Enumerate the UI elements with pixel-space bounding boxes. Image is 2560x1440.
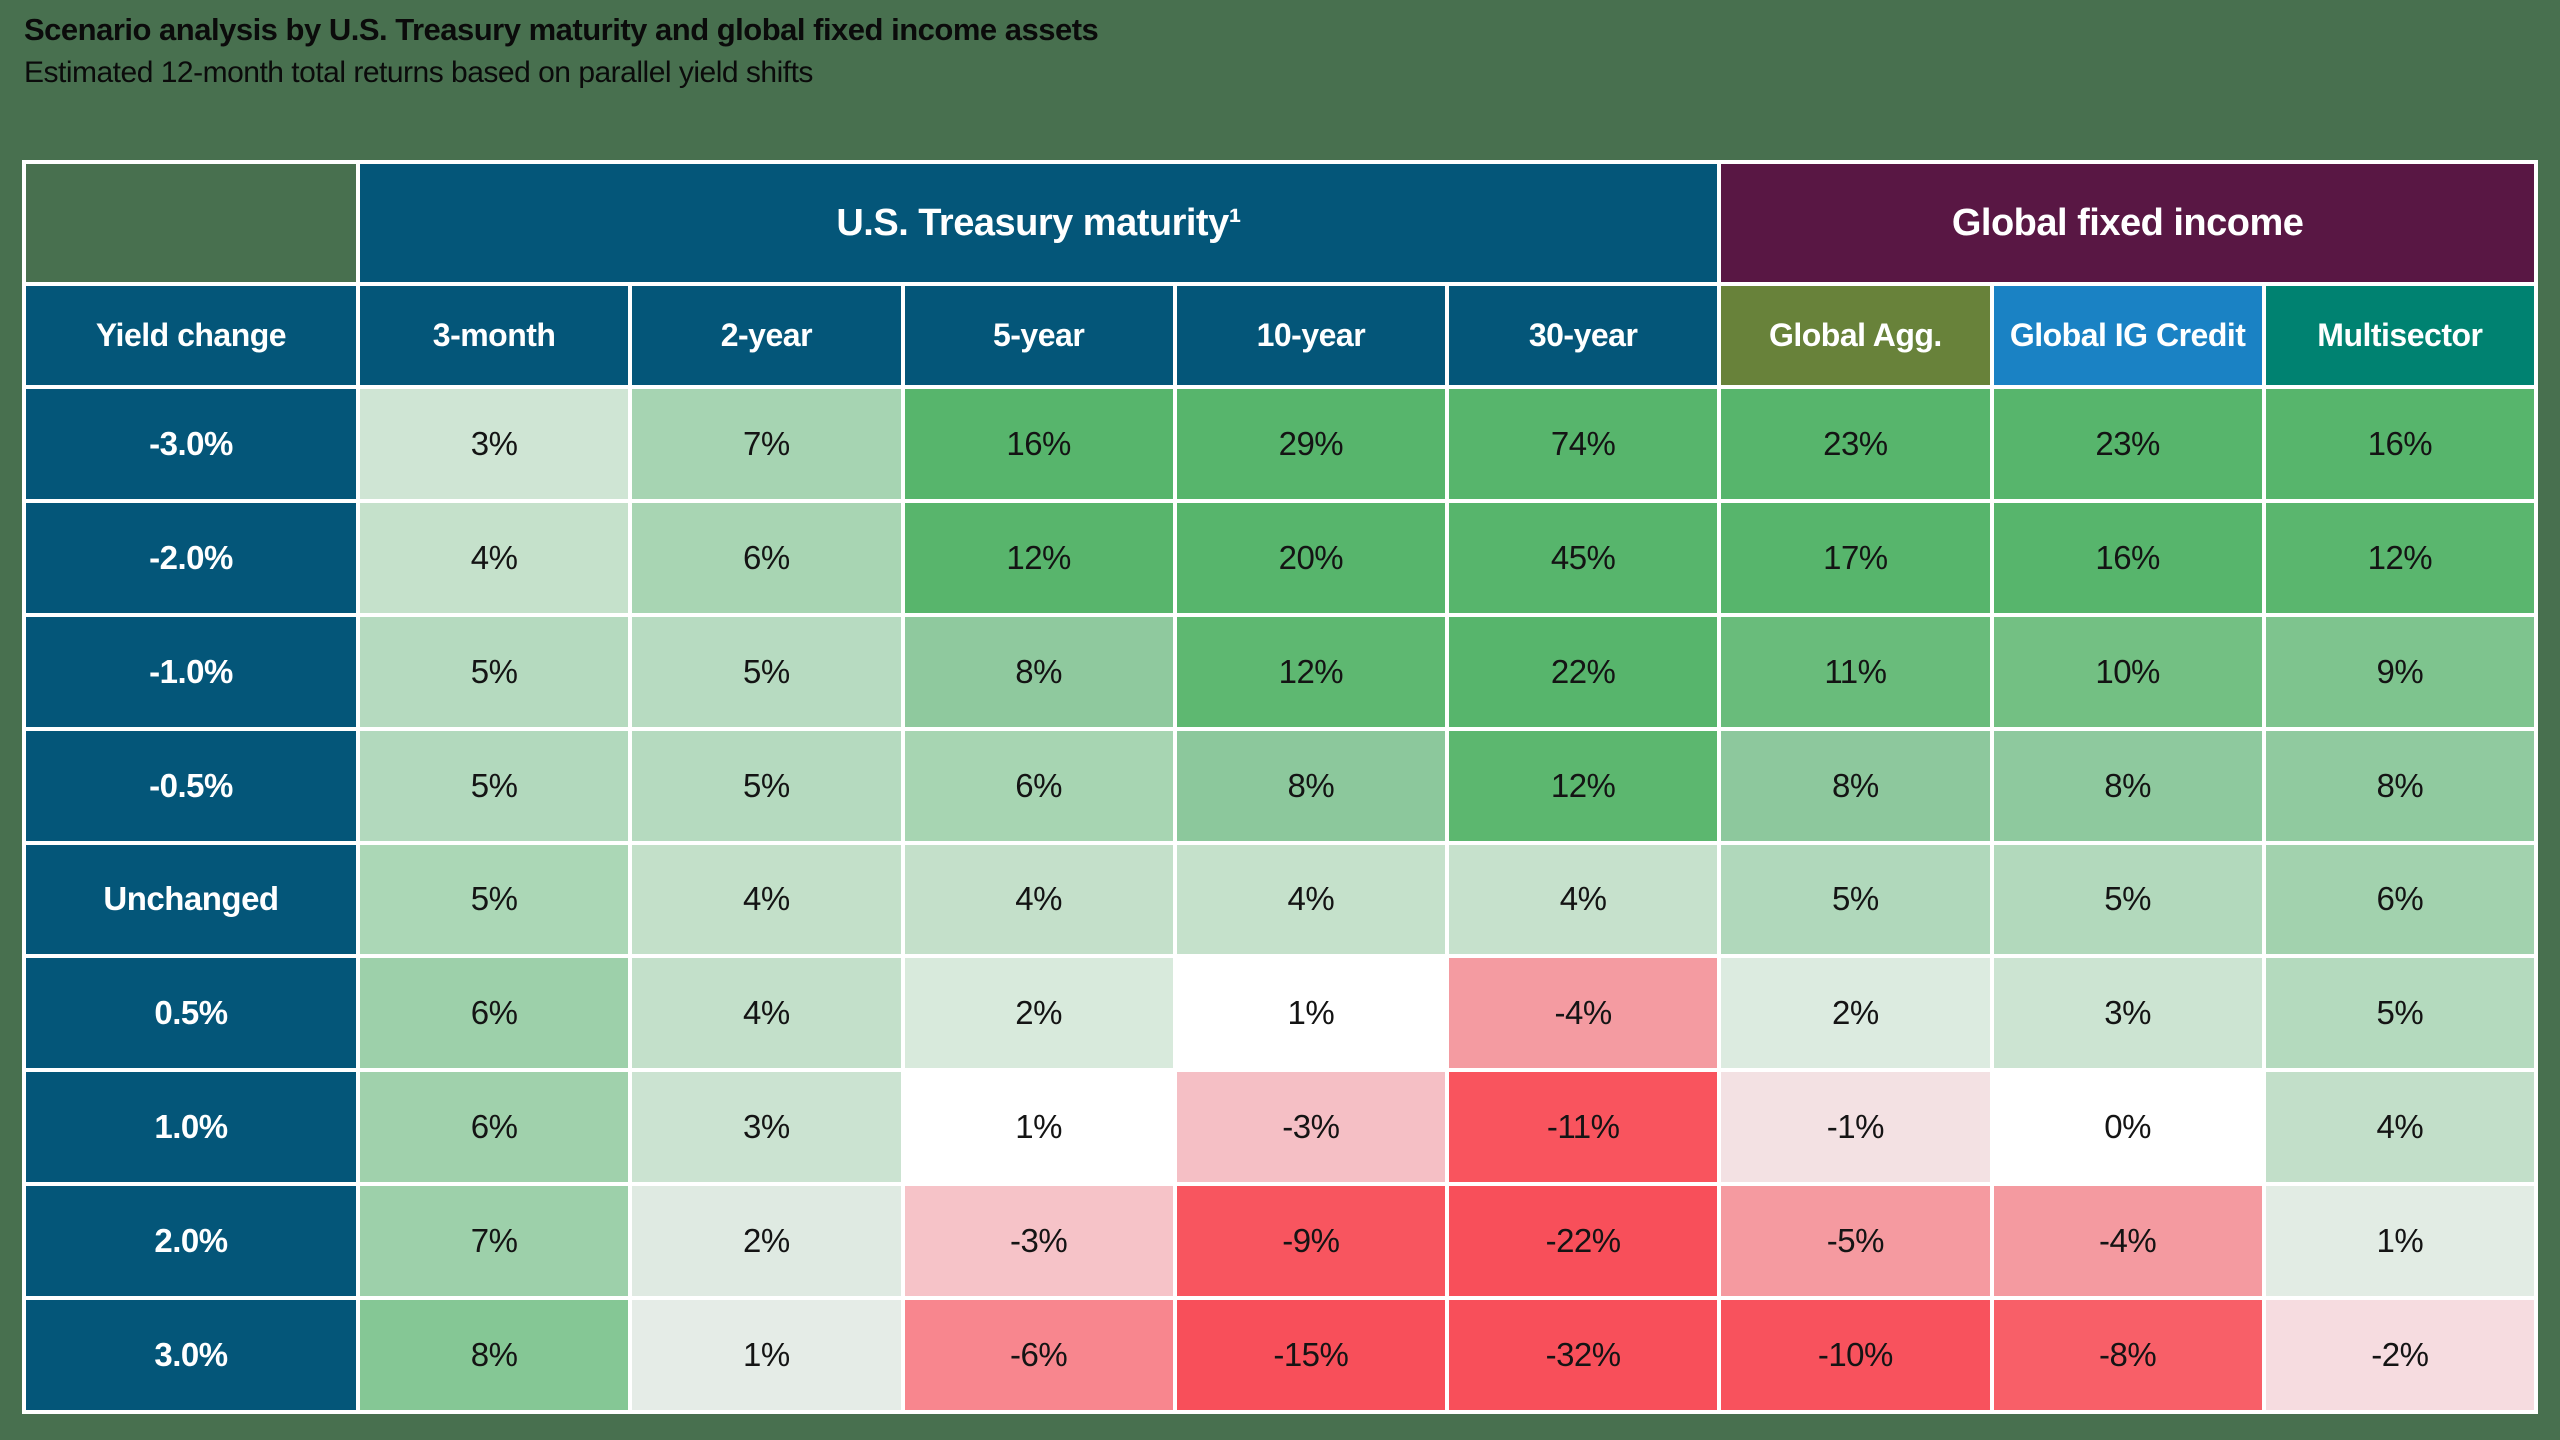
value-cell: 0% (1993, 1072, 2262, 1183)
value-cell: -3% (1176, 1072, 1445, 1183)
row-label: 2.0% (26, 1186, 356, 1297)
value-cell: 4% (632, 844, 901, 955)
value-cell: -4% (1993, 1186, 2262, 1297)
column-group-header: Global fixed income (1721, 164, 2534, 282)
value-cell: 16% (904, 389, 1173, 499)
value-cell: 8% (360, 1300, 629, 1410)
value-cell: 12% (904, 502, 1173, 613)
value-cell: 74% (1449, 389, 1718, 499)
value-cell: -4% (1449, 958, 1718, 1069)
value-cell: 6% (360, 1072, 629, 1183)
value-cell: -8% (1993, 1300, 2262, 1410)
value-cell: -1% (1721, 1072, 1990, 1183)
value-cell: 8% (904, 616, 1173, 727)
value-cell: 1% (1176, 958, 1445, 1069)
value-cell: 11% (1721, 616, 1990, 727)
value-cell: 5% (632, 616, 901, 727)
column-header: 5-year (904, 286, 1173, 385)
column-group-header: U.S. Treasury maturity¹ (360, 164, 1718, 282)
value-cell: 6% (904, 730, 1173, 841)
column-header: 3-month (360, 286, 629, 385)
value-cell: -15% (1176, 1300, 1445, 1410)
value-cell: 5% (1721, 844, 1990, 955)
value-cell: 8% (1176, 730, 1445, 841)
row-label: -1.0% (26, 616, 356, 727)
page-subtitle: Estimated 12-month total returns based o… (24, 56, 813, 89)
value-cell: 1% (904, 1072, 1173, 1183)
column-header: 2-year (632, 286, 901, 385)
value-cell: 12% (2265, 502, 2534, 613)
column-header: Global IG Credit (1993, 286, 2262, 385)
row-label: -3.0% (26, 389, 356, 499)
value-cell: 23% (1721, 389, 1990, 499)
value-cell: 2% (1721, 958, 1990, 1069)
value-cell: -11% (1449, 1072, 1718, 1183)
value-cell: 12% (1449, 730, 1718, 841)
value-cell: 2% (632, 1186, 901, 1297)
row-label: -0.5% (26, 730, 356, 841)
value-cell: 10% (1993, 616, 2262, 727)
value-cell: 22% (1449, 616, 1718, 727)
value-cell: 16% (1993, 502, 2262, 613)
value-cell: 20% (1176, 502, 1445, 613)
value-cell: 5% (360, 730, 629, 841)
value-cell: 12% (1176, 616, 1445, 727)
value-cell: 9% (2265, 616, 2534, 727)
value-cell: -22% (1449, 1186, 1718, 1297)
value-cell: -10% (1721, 1300, 1990, 1410)
value-cell: -9% (1176, 1186, 1445, 1297)
value-cell: 5% (2265, 958, 2534, 1069)
value-cell: 5% (360, 844, 629, 955)
value-cell: 4% (2265, 1072, 2534, 1183)
value-cell: 8% (2265, 730, 2534, 841)
value-cell: 1% (632, 1300, 901, 1410)
value-cell: 7% (632, 389, 901, 499)
value-cell: -5% (1721, 1186, 1990, 1297)
column-header: Multisector (2265, 286, 2534, 385)
row-axis-header: Yield change (26, 286, 356, 385)
corner-cell (26, 164, 356, 282)
row-label: 1.0% (26, 1072, 356, 1183)
value-cell: 23% (1993, 389, 2262, 499)
value-cell: -3% (904, 1186, 1173, 1297)
value-cell: 45% (1449, 502, 1718, 613)
page-title: Scenario analysis by U.S. Treasury matur… (24, 12, 1099, 47)
value-cell: 5% (1993, 844, 2262, 955)
value-cell: 4% (904, 844, 1173, 955)
row-label: 0.5% (26, 958, 356, 1069)
value-cell: 29% (1176, 389, 1445, 499)
value-cell: -6% (904, 1300, 1173, 1410)
value-cell: 17% (1721, 502, 1990, 613)
value-cell: 3% (360, 389, 629, 499)
value-cell: 6% (632, 502, 901, 613)
value-cell: 3% (632, 1072, 901, 1183)
column-header: 10-year (1176, 286, 1445, 385)
value-cell: 6% (360, 958, 629, 1069)
value-cell: 4% (1176, 844, 1445, 955)
value-cell: 8% (1993, 730, 2262, 841)
chart-header: Scenario analysis by U.S. Treasury matur… (24, 8, 1099, 94)
value-cell: 4% (1449, 844, 1718, 955)
column-header: Global Agg. (1721, 286, 1990, 385)
value-cell: 1% (2265, 1186, 2534, 1297)
value-cell: 5% (360, 616, 629, 727)
value-cell: 16% (2265, 389, 2534, 499)
row-label: -2.0% (26, 502, 356, 613)
scenario-table: U.S. Treasury maturity¹ Global fixed inco… (22, 160, 2538, 1414)
value-cell: 7% (360, 1186, 629, 1297)
value-cell: -2% (2265, 1300, 2534, 1410)
row-label: 3.0% (26, 1300, 356, 1410)
value-cell: 4% (632, 958, 901, 1069)
value-cell: 8% (1721, 730, 1990, 841)
value-cell: -32% (1449, 1300, 1718, 1410)
value-cell: 5% (632, 730, 901, 841)
value-cell: 4% (360, 502, 629, 613)
value-cell: 6% (2265, 844, 2534, 955)
column-header: 30-year (1449, 286, 1718, 385)
value-cell: 2% (904, 958, 1173, 1069)
row-label: Unchanged (26, 844, 356, 955)
value-cell: 3% (1993, 958, 2262, 1069)
